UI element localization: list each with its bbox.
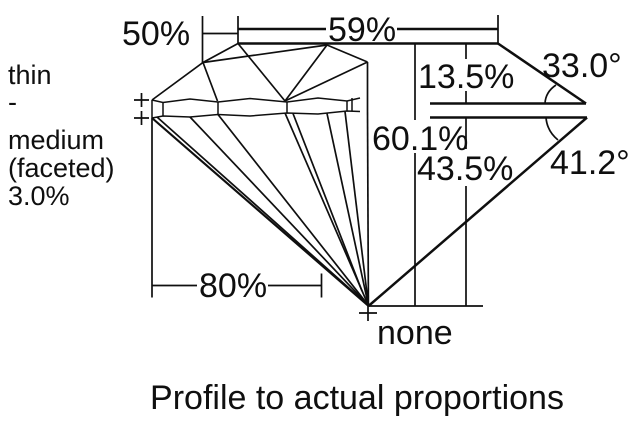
- crown-facet-line: [202, 44, 328, 64]
- crown-facet-line: [284, 44, 328, 102]
- pavilion-facet-line: [292, 113, 363, 292]
- pavilion-facet-line: [344, 111, 370, 306]
- girdle-label-line: -: [8, 87, 17, 117]
- pavilion-facet-line: [326, 113, 370, 306]
- crown-angle-label: 33.0°: [542, 47, 622, 85]
- girdle-band-bottom: [151, 110, 361, 119]
- pavilion-slope-line: [367, 116, 588, 307]
- diamond-outline: [238, 42, 588, 307]
- girdle-label-line: (faceted): [8, 153, 115, 183]
- crown-facet-line: [202, 62, 219, 102]
- diagram-caption: Profile to actual proportions: [150, 379, 564, 417]
- crown-facet-line: [284, 61, 368, 102]
- crown-angle-arc: [544, 84, 557, 104]
- girdle-thickness-mark: [134, 93, 149, 107]
- pavilion-facet-lines: [151, 109, 370, 307]
- pavilion-facet-line: [189, 116, 369, 306]
- culet-label: none: [377, 314, 453, 352]
- pavilion-angle-label: 41.2°: [550, 144, 630, 182]
- crown-facet-line: [326, 44, 368, 63]
- culet-mark: [359, 305, 377, 321]
- pavilion-facet-line: [217, 113, 369, 306]
- table-label: 59%: [328, 11, 396, 49]
- labels: 50% 59% 13.5% 33.0° 60.1% 43.5% 41.2° 80…: [8, 11, 630, 417]
- pavilion-facet-line: [366, 109, 370, 306]
- crown-facet-line: [237, 42, 286, 102]
- girdle-label-line: 3.0%: [8, 181, 70, 211]
- girdle-label-line: thin: [8, 60, 52, 90]
- star-length-label: 50%: [122, 15, 190, 53]
- pavilion-depth-label: 43.5%: [417, 150, 513, 188]
- girdle-description-label: thin - medium (faceted) 3.0%: [8, 60, 115, 211]
- pavilion-silhouette-line: [151, 117, 370, 307]
- crown-height-label: 13.5%: [418, 58, 514, 96]
- lower-girdle-label: 80%: [199, 267, 267, 305]
- pavilion-facet-line: [156, 116, 369, 306]
- pavilion-angle-arc: [545, 117, 559, 141]
- girdle-label-line: medium: [8, 125, 104, 155]
- girdle-band-top: [151, 97, 361, 104]
- total-depth-label: 60.1%: [372, 120, 468, 158]
- girdle-band: [151, 97, 361, 119]
- dimension-lines: [134, 15, 559, 321]
- crown-slope-line: [497, 42, 587, 105]
- girdle-thickness-mark: [134, 111, 149, 125]
